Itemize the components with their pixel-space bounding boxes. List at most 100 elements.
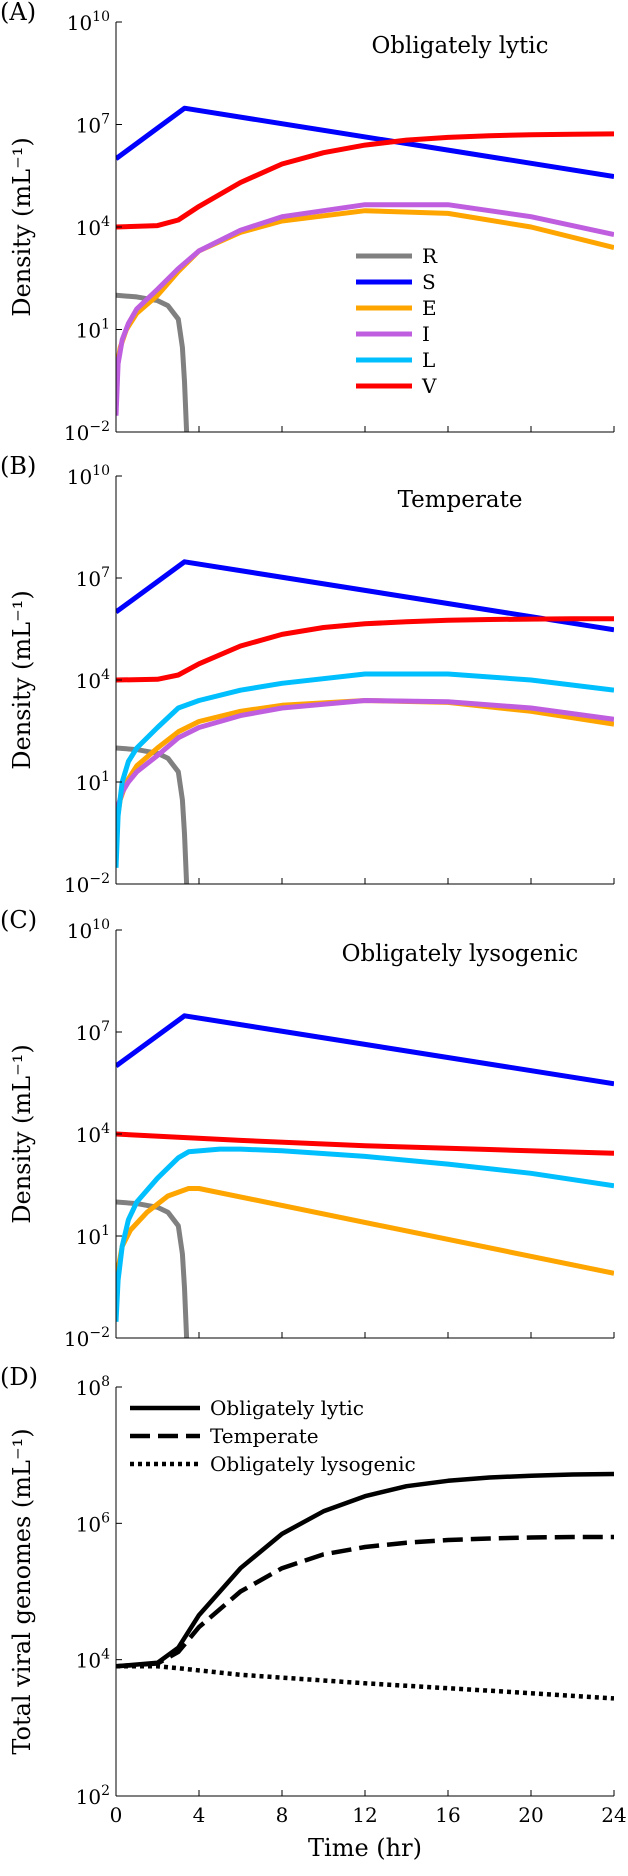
series-line-s xyxy=(116,559,614,633)
y-tick-exponent: 2 xyxy=(101,1783,110,1799)
series-line-s xyxy=(116,105,614,179)
y-tick-base: 10 xyxy=(76,1376,101,1400)
chart-title: Obligately lytic xyxy=(371,33,548,59)
y-tick-base: 10 xyxy=(64,421,89,445)
x-tick-label: 16 xyxy=(435,1803,460,1827)
legend-label: Obligately lysogenic xyxy=(210,1452,416,1476)
y-tick-label: 104 xyxy=(76,1647,110,1673)
y-tick-base: 10 xyxy=(67,919,92,943)
legend-label: E xyxy=(422,296,437,320)
y-tick-label: 104 xyxy=(76,214,110,240)
y-tick-exponent: −2 xyxy=(89,419,110,435)
y-tick-exponent: 7 xyxy=(101,1019,110,1035)
y-tick-exponent: 10 xyxy=(92,917,110,933)
legend-label: R xyxy=(422,244,438,268)
y-tick-base: 10 xyxy=(76,216,101,240)
x-tick-label: 0 xyxy=(110,1803,123,1827)
y-axis-label: Density (mL⁻¹) xyxy=(8,1044,36,1223)
y-axis-label: Density (mL⁻¹) xyxy=(8,137,36,316)
x-tick-label: 4 xyxy=(193,1803,206,1827)
y-tick-exponent: −2 xyxy=(89,871,110,887)
y-tick-label: 108 xyxy=(76,1374,110,1400)
y-tick-base: 10 xyxy=(64,1327,89,1351)
y-tick-exponent: 7 xyxy=(101,112,110,128)
x-tick-label: 8 xyxy=(276,1803,289,1827)
series-lines xyxy=(116,105,614,432)
y-tick-base: 10 xyxy=(76,771,101,795)
series-line-e xyxy=(116,698,614,827)
y-tick-base: 10 xyxy=(76,1225,101,1249)
x-axis-label: Time (hr) xyxy=(308,1834,422,1862)
y-tick-base: 10 xyxy=(76,1021,101,1045)
y-tick-exponent: 1 xyxy=(101,1223,110,1239)
series-line-s xyxy=(116,1013,614,1087)
panel-label: (D) xyxy=(0,1363,38,1391)
y-tick-exponent: 8 xyxy=(101,1374,110,1390)
series-line-i xyxy=(116,698,614,827)
y-tick-exponent: 10 xyxy=(92,463,110,479)
y-tick-exponent: 1 xyxy=(101,769,110,785)
y-tick-exponent: 6 xyxy=(101,1510,110,1526)
series-line-e xyxy=(116,208,614,375)
legend-label: S xyxy=(422,270,436,294)
y-tick-base: 10 xyxy=(67,11,92,35)
series-line-v xyxy=(116,1131,614,1156)
series-line-r xyxy=(116,745,190,884)
y-tick-base: 10 xyxy=(76,1512,101,1536)
y-tick-base: 10 xyxy=(76,1649,101,1673)
chart-title: Obligately lysogenic xyxy=(342,941,579,967)
series-line-r xyxy=(116,292,190,432)
y-tick-label: 10−2 xyxy=(64,419,110,445)
y-tick-label: 10−2 xyxy=(64,1325,110,1351)
y-tick-label: 104 xyxy=(76,667,110,693)
series-line-obligately-lysogenic xyxy=(116,1664,614,1701)
series-line-l xyxy=(116,671,614,868)
legend-label: I xyxy=(422,322,430,346)
panel-label: (C) xyxy=(0,906,37,934)
chart-title: Temperate xyxy=(398,487,523,513)
series-line-obligately-lytic xyxy=(116,1471,614,1669)
y-tick-exponent: 4 xyxy=(101,1647,110,1663)
y-tick-base: 10 xyxy=(67,465,92,489)
series-lines xyxy=(116,1013,614,1338)
y-tick-exponent: 4 xyxy=(101,214,110,230)
legend-label: V xyxy=(421,374,437,398)
y-tick-label: 1010 xyxy=(67,463,110,489)
y-tick-label: 1010 xyxy=(67,9,110,35)
y-tick-exponent: 4 xyxy=(101,667,110,683)
series-lines xyxy=(116,1471,614,1701)
legend-label: Temperate xyxy=(210,1424,319,1448)
y-tick-label: 10−2 xyxy=(64,871,110,897)
y-tick-exponent: −2 xyxy=(89,1325,110,1341)
legend-label: Obligately lytic xyxy=(210,1396,364,1420)
y-tick-exponent: 4 xyxy=(101,1121,110,1137)
y-tick-label: 107 xyxy=(76,1019,110,1045)
panel-label: (A) xyxy=(0,0,36,26)
y-tick-base: 10 xyxy=(64,873,89,897)
y-tick-exponent: 1 xyxy=(101,317,110,333)
x-tick-label: 12 xyxy=(352,1803,377,1827)
y-axis-label: Density (mL⁻¹) xyxy=(8,590,36,769)
y-tick-label: 107 xyxy=(76,565,110,591)
series-line-v xyxy=(116,616,614,683)
y-tick-base: 10 xyxy=(76,319,101,343)
y-tick-base: 10 xyxy=(76,567,101,591)
y-tick-base: 10 xyxy=(76,669,101,693)
series-line-e xyxy=(116,1186,614,1281)
y-tick-exponent: 10 xyxy=(92,9,110,25)
series-lines xyxy=(116,559,614,884)
panel-label: (B) xyxy=(0,452,36,480)
y-tick-base: 10 xyxy=(76,1785,101,1809)
y-tick-label: 101 xyxy=(76,1223,110,1249)
y-tick-label: 107 xyxy=(76,112,110,138)
x-tick-label: 24 xyxy=(601,1803,626,1827)
legend: Obligately lytic Temperate Obligately lyso… xyxy=(130,1396,416,1476)
x-tick-label: 20 xyxy=(518,1803,543,1827)
y-tick-base: 10 xyxy=(76,1123,101,1147)
y-tick-base: 10 xyxy=(76,114,101,138)
series-line-i xyxy=(116,202,614,416)
y-axis-label: Total viral genomes (mL⁻¹) xyxy=(8,1428,36,1754)
